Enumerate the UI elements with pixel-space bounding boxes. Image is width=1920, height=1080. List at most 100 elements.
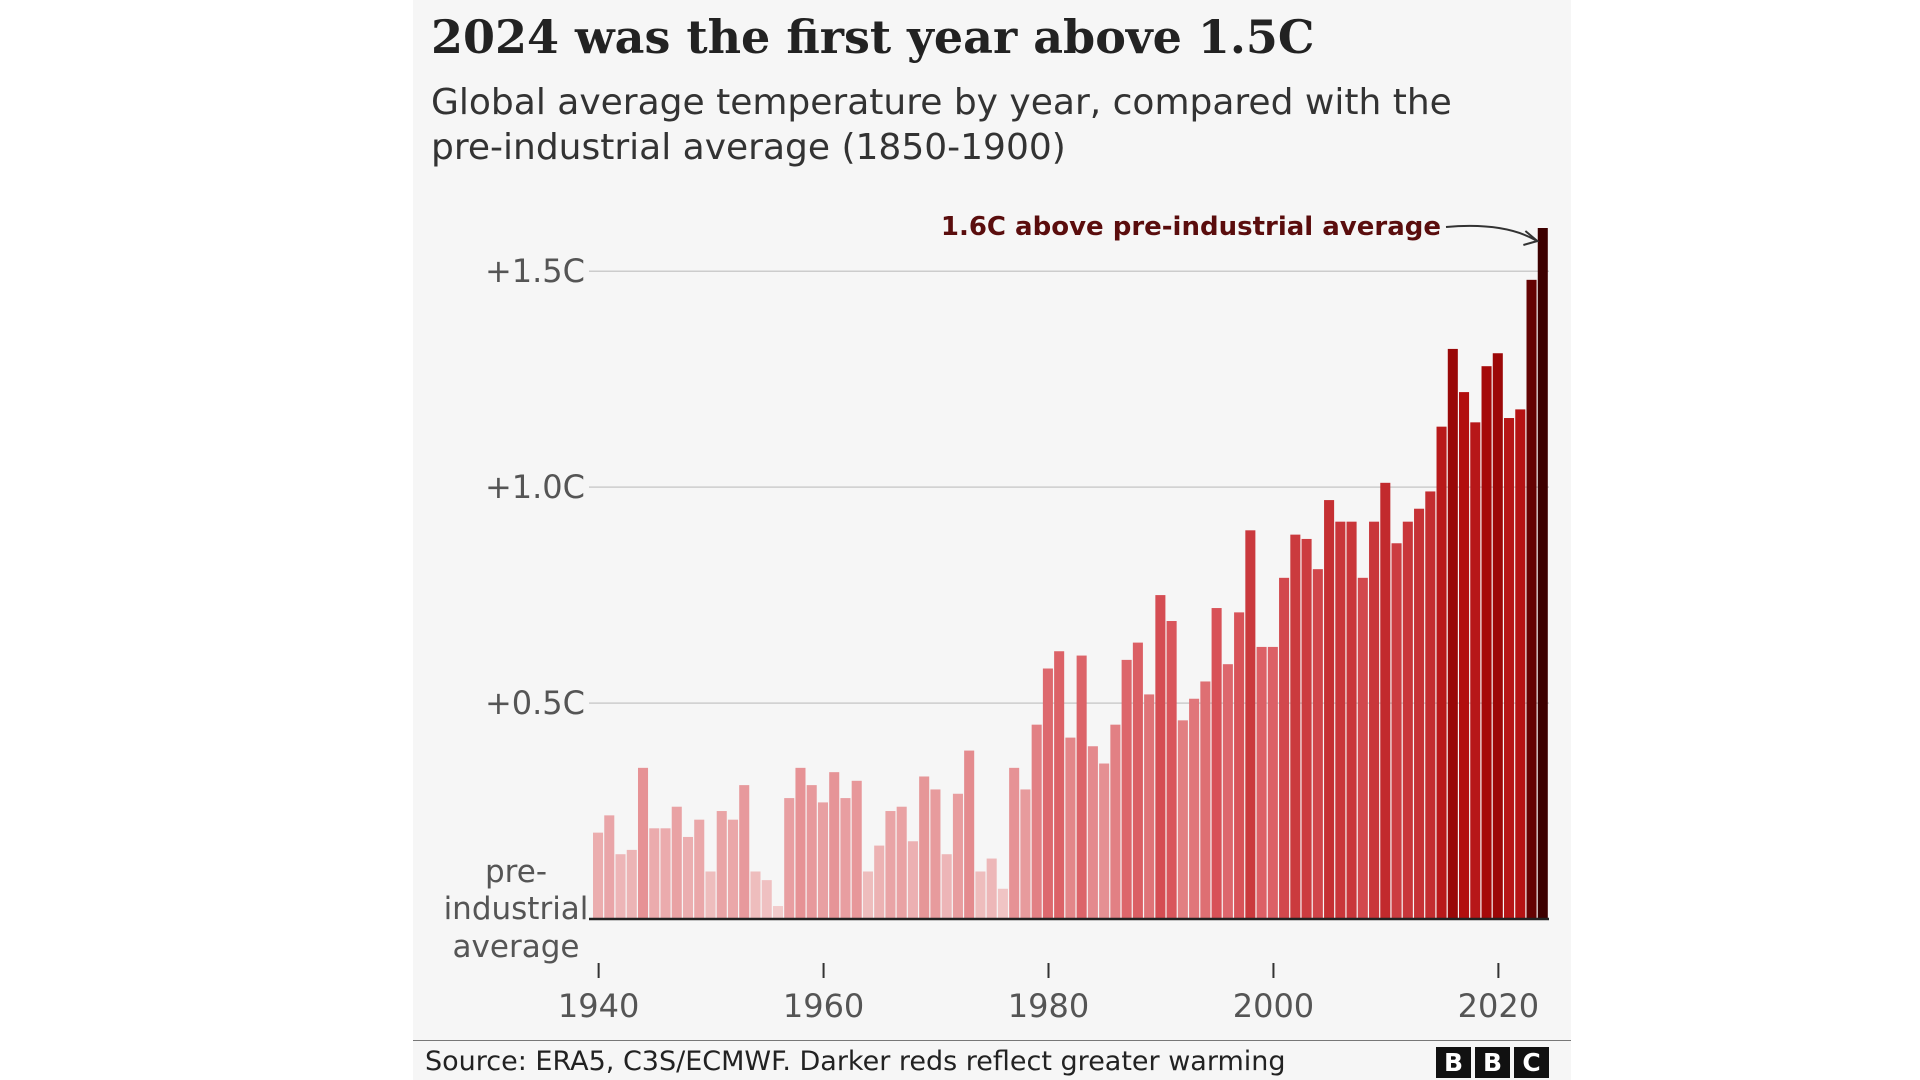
bar-1964	[862, 871, 873, 919]
bar-1985	[1099, 763, 1110, 919]
bar-2007	[1346, 521, 1357, 919]
bar-2023	[1526, 279, 1537, 920]
bar-2017	[1459, 392, 1470, 919]
bar-2021	[1504, 418, 1515, 919]
bar-2000	[1267, 646, 1278, 919]
bar-1947	[671, 806, 682, 919]
bar-1999	[1256, 646, 1267, 919]
bar-1984	[1087, 746, 1098, 919]
x-tick-label: 2000	[1233, 987, 1314, 1025]
bar-1944	[637, 767, 649, 919]
bar-1945	[649, 828, 660, 919]
bar-1954	[750, 871, 761, 919]
x-tick-label: 1960	[783, 987, 864, 1025]
bar-2022	[1515, 409, 1526, 919]
bar-2010	[1380, 482, 1391, 919]
bar-1981	[1054, 651, 1065, 919]
bar-1992	[1177, 720, 1188, 919]
annotation-arrow-line	[1445, 224, 1536, 241]
bar-1974	[975, 871, 986, 919]
bar-1994	[1200, 681, 1211, 919]
bar-2006	[1335, 521, 1346, 919]
bars	[593, 228, 1548, 920]
bar-1941	[604, 815, 615, 919]
bar-2016	[1447, 348, 1458, 919]
bar-1970	[930, 789, 941, 919]
footer-divider	[413, 1040, 1571, 1041]
baseline-label-line: industrial	[444, 891, 589, 927]
bar-1946	[660, 828, 671, 919]
bar-2009	[1369, 521, 1380, 919]
bar-2018	[1470, 422, 1481, 919]
source-note: Source: ERA5, C3S/ECMWF. Darker reds ref…	[425, 1046, 1286, 1077]
bar-1956	[772, 906, 783, 919]
bar-2005	[1324, 500, 1335, 919]
logo-letter-b2: B	[1475, 1047, 1510, 1078]
x-tick-label: 1940	[558, 987, 639, 1025]
bar-1998	[1245, 530, 1256, 919]
y-tick-label: +1.0C	[485, 468, 585, 506]
bar-1972	[952, 793, 963, 919]
bar-1988	[1132, 642, 1143, 919]
bar-1979	[1031, 724, 1042, 919]
chart-panel: 2024 was the first year above 1.5C Globa…	[413, 0, 1571, 1080]
bar-1948	[682, 836, 694, 919]
bar-1973	[964, 750, 975, 919]
bar-1965	[874, 845, 885, 919]
bbc-logo: B B C	[1436, 1047, 1549, 1078]
bar-1960	[817, 802, 828, 919]
bar-1987	[1121, 659, 1132, 920]
bar-2001	[1279, 577, 1290, 919]
bar-1980	[1042, 668, 1053, 919]
bar-2013	[1414, 508, 1425, 919]
axes	[589, 917, 1549, 978]
bar-1955	[761, 880, 772, 919]
bar-1940	[593, 832, 604, 920]
bar-1951	[716, 811, 727, 919]
bar-1953	[739, 785, 750, 919]
bar-1966	[885, 811, 896, 919]
bar-1997	[1234, 612, 1245, 919]
bar-1952	[727, 819, 739, 919]
bar-1969	[919, 776, 930, 919]
bar-1968	[907, 841, 918, 919]
bar-2002	[1290, 534, 1301, 919]
annotation-arrowhead	[1523, 230, 1540, 246]
bar-1949	[694, 819, 705, 919]
bar-1958	[795, 767, 806, 919]
x-tick-label: 2020	[1458, 987, 1539, 1025]
bar-2019	[1481, 366, 1492, 919]
annotation-label: 1.6C above pre-industrial average	[941, 212, 1441, 242]
y-tick-label: +0.5C	[485, 684, 585, 722]
bar-2014	[1425, 491, 1436, 919]
bar-2024	[1537, 228, 1548, 919]
bar-1986	[1110, 724, 1121, 919]
bar-1983	[1076, 655, 1087, 919]
bar-2008	[1357, 577, 1368, 919]
y-tick-label: +1.5C	[485, 252, 585, 290]
bar-2020	[1492, 353, 1503, 919]
bar-1978	[1020, 789, 1031, 919]
baseline-label-line: average	[453, 929, 580, 965]
bar-1963	[851, 780, 862, 919]
logo-letter-b1: B	[1436, 1047, 1471, 1078]
bar-1957	[784, 798, 795, 919]
chart-title: 2024 was the first year above 1.5C	[431, 10, 1315, 64]
bar-1996	[1222, 664, 1233, 919]
bar-2015	[1436, 426, 1447, 919]
bar-2004	[1312, 569, 1323, 919]
bar-1995	[1211, 608, 1222, 919]
bar-2003	[1301, 538, 1312, 919]
bar-2011	[1391, 543, 1402, 919]
bar-2012	[1402, 521, 1413, 919]
bar-1959	[806, 785, 817, 919]
bar-1971	[941, 854, 952, 919]
bar-1975	[986, 858, 997, 919]
bar-1991	[1166, 621, 1177, 919]
bar-1962	[840, 798, 851, 919]
bar-1943	[626, 849, 637, 919]
baseline-label-line: pre-	[485, 854, 547, 890]
bar-1961	[829, 772, 840, 919]
bar-1993	[1189, 698, 1200, 919]
